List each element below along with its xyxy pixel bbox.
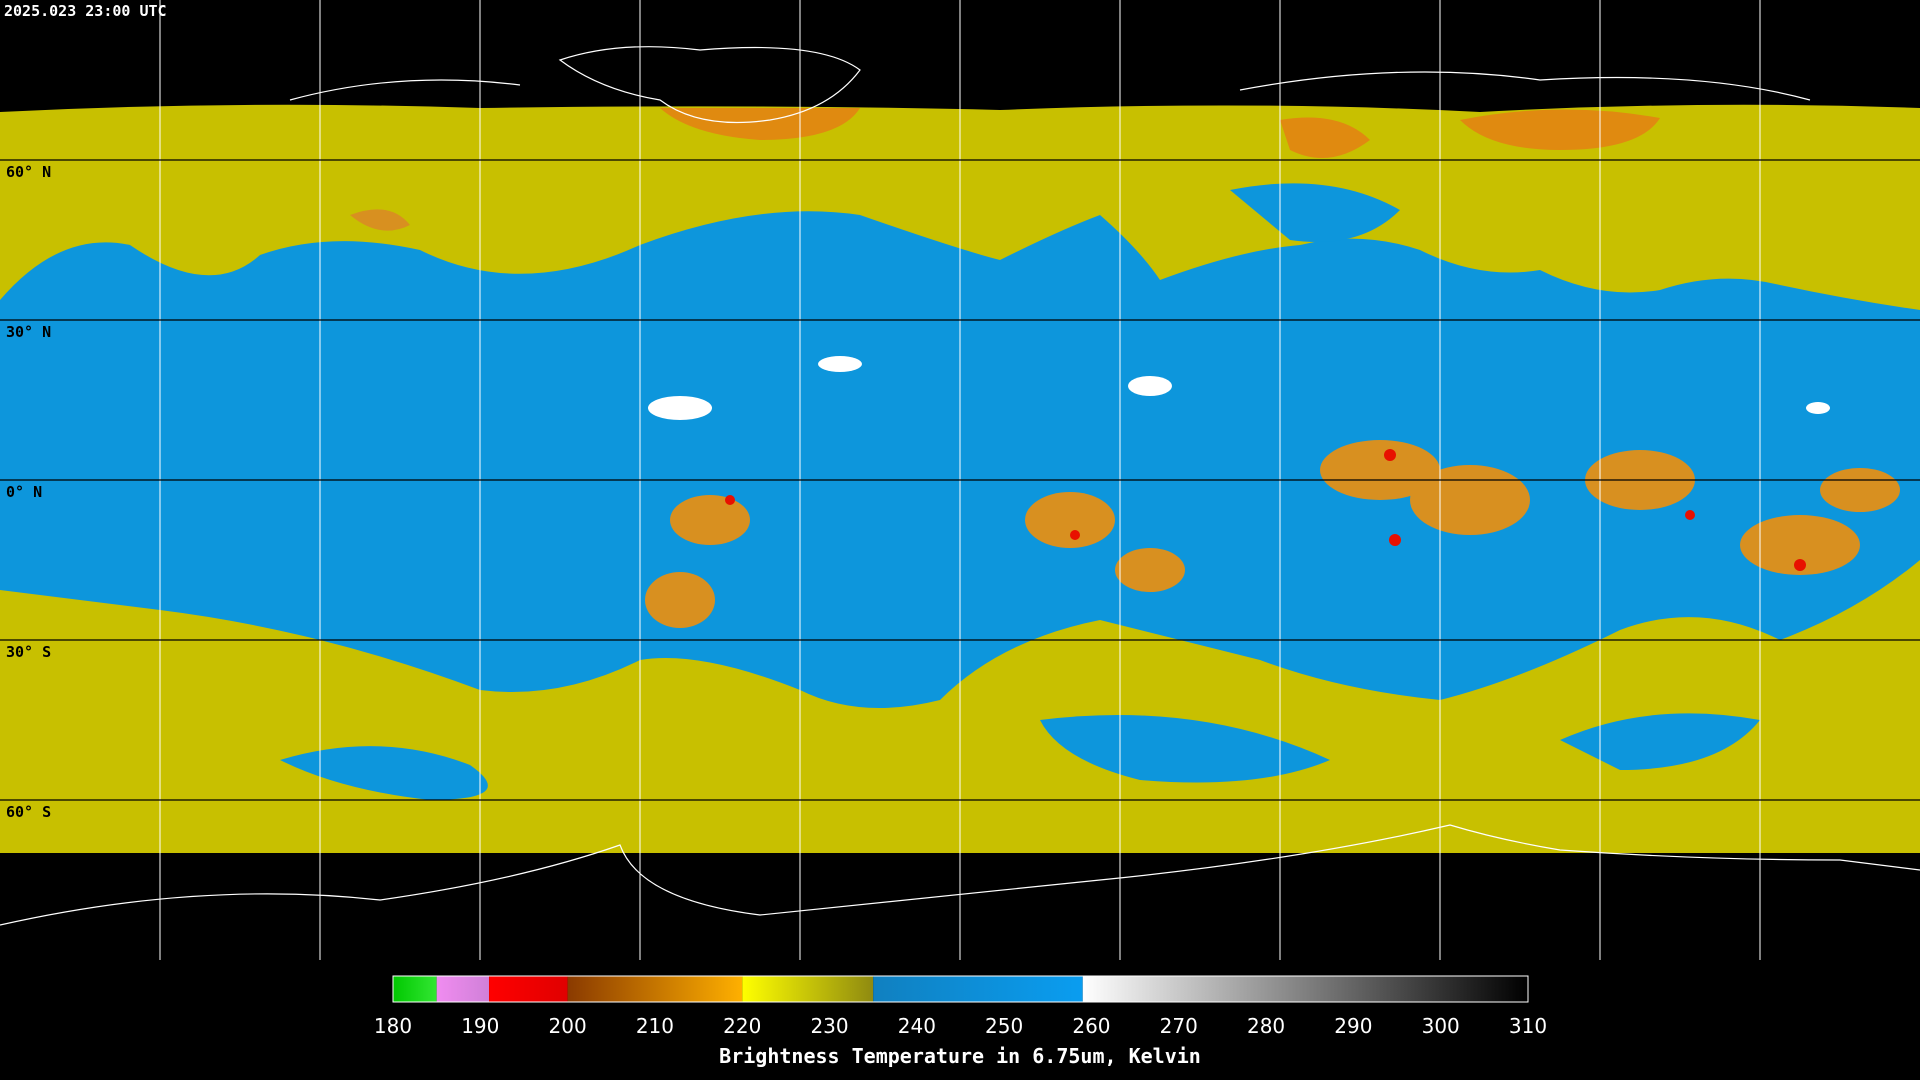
timestamp: 2025.023 23:00 UTC xyxy=(4,2,167,20)
colorbar-tick-label: 240 xyxy=(898,1014,936,1038)
convection-core xyxy=(725,495,735,505)
colorbar-frame xyxy=(392,975,1529,1003)
warm-spot xyxy=(648,396,712,420)
colorbar-tick-label: 300 xyxy=(1422,1014,1460,1038)
convection-core xyxy=(1070,530,1080,540)
colorbar-tick-label: 230 xyxy=(810,1014,848,1038)
latitude-label: 60° S xyxy=(6,803,51,821)
colorbar-tick-label: 210 xyxy=(636,1014,674,1038)
warm-spot xyxy=(818,356,862,372)
colorbar-segment xyxy=(567,976,743,1002)
convection xyxy=(1025,492,1115,548)
latitude-label: 60° N xyxy=(6,163,51,181)
convection-core xyxy=(1794,559,1806,571)
colorbar-segment xyxy=(489,976,568,1002)
convection-clusters xyxy=(645,440,1900,628)
colorbar-label: Brightness Temperature in 6.75um, Kelvin xyxy=(719,1044,1201,1068)
convection xyxy=(1740,515,1860,575)
convection-core xyxy=(1384,449,1396,461)
colorbar-tick-label: 270 xyxy=(1160,1014,1198,1038)
colorbar-tick-label: 280 xyxy=(1247,1014,1285,1038)
cold-region xyxy=(1460,109,1660,150)
colorbar-segment xyxy=(873,976,1083,1002)
arctic-coast xyxy=(289,71,1811,101)
greenland-coast xyxy=(558,46,861,124)
warm-spot xyxy=(1806,402,1830,414)
northern-dry-patch xyxy=(1230,183,1400,242)
convection xyxy=(1820,468,1900,512)
latitude-label: 0° N xyxy=(6,483,42,501)
convection xyxy=(670,495,750,545)
graticule: 60° N 30° N 0° N 30° S 60° S xyxy=(6,0,1761,960)
colorbar-tick-label: 180 xyxy=(374,1014,412,1038)
southern-dry-patch xyxy=(280,746,488,800)
convection xyxy=(645,572,715,628)
convection xyxy=(1115,548,1185,592)
colorbar-segment xyxy=(1082,976,1528,1002)
colorbar-tick-label: 220 xyxy=(723,1014,761,1038)
colorbar-segment xyxy=(436,976,490,1002)
convection-core xyxy=(1389,534,1401,546)
latitude-label: 30° S xyxy=(6,643,51,661)
deep-convection xyxy=(725,449,1806,571)
colorbar-tick-label: 190 xyxy=(461,1014,499,1038)
colorbar: 180 190 200 210 220 230 240 250 260 270 280 290 300 3… xyxy=(374,975,1547,1038)
colorbar-tick-label: 260 xyxy=(1072,1014,1110,1038)
cold-region xyxy=(1280,117,1370,158)
latitude-label: 30° N xyxy=(6,323,51,341)
colorbar-tick-label: 200 xyxy=(549,1014,587,1038)
colorbar-segment xyxy=(393,976,437,1002)
cold-region xyxy=(350,209,410,231)
antarctica-coast xyxy=(0,824,1920,926)
colorbar-tick-label: 250 xyxy=(985,1014,1023,1038)
colorbar-segment xyxy=(742,976,874,1002)
convection xyxy=(1410,465,1530,535)
coastlines xyxy=(0,46,1920,926)
convection xyxy=(1320,440,1440,500)
convection-core xyxy=(1685,510,1695,520)
southern-dry-patch xyxy=(1040,715,1330,783)
warm-spots xyxy=(648,356,1830,420)
cold-region xyxy=(660,108,860,140)
colorbar-tick-label: 310 xyxy=(1509,1014,1547,1038)
colorbar-tick-label: 290 xyxy=(1334,1014,1372,1038)
southern-dry-patch xyxy=(1560,713,1760,770)
warm-spot xyxy=(1128,376,1172,396)
